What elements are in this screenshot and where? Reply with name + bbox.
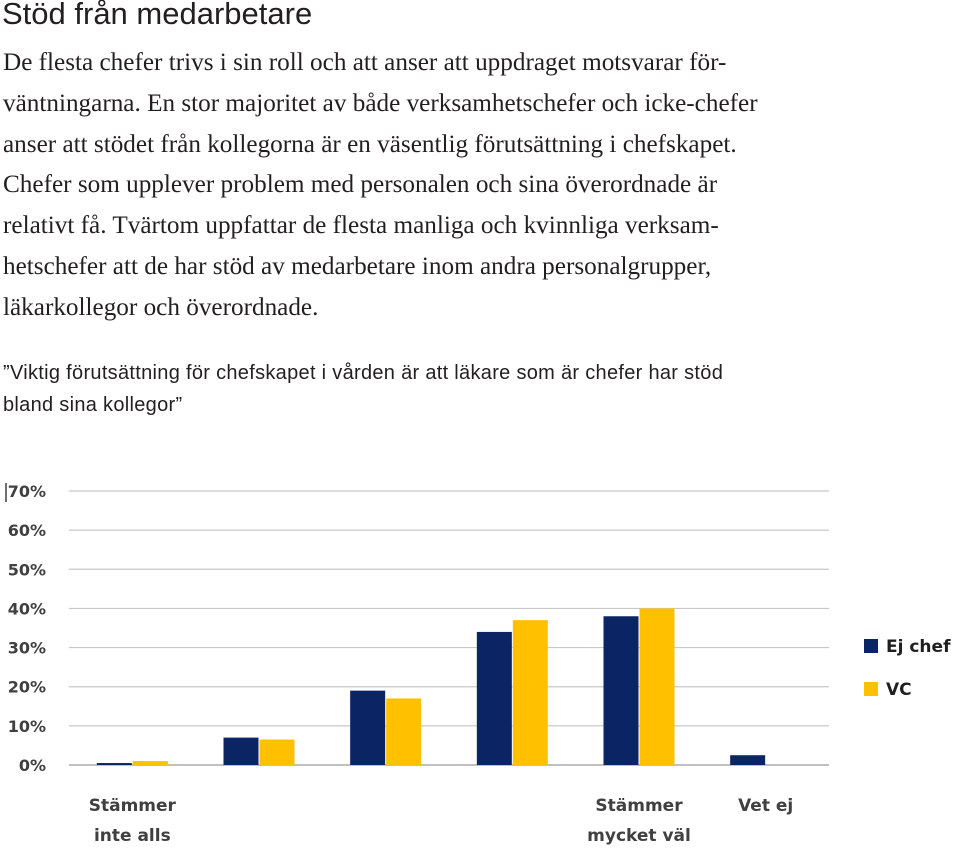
y-tick-label: 20% (8, 678, 46, 697)
legend-label: VC (886, 680, 912, 700)
caption-line: bland sina kollegor” (3, 394, 183, 416)
bar-ej-chef (730, 755, 766, 765)
category-label: Stämmer (89, 796, 177, 816)
chart-legend: Ej chef VC (864, 637, 951, 700)
body-paragraph: De flesta chefer trivs i sin roll och at… (3, 43, 953, 329)
bar-ej-chef (476, 631, 512, 765)
y-tick-label: 10% (8, 717, 46, 736)
body-line: anser att stödet från kollegorna är en v… (3, 130, 737, 158)
bar-ej-chef (223, 737, 259, 765)
y-tick-label: 40% (8, 599, 46, 618)
legend-label: Ej chef (886, 637, 951, 657)
body-line: relativt få. Tvärtom uppfattar de flesta… (3, 212, 719, 240)
y-tick-label: 60% (8, 521, 46, 540)
body-line: läkarkollegor och överordnade. (3, 293, 319, 321)
bar-vc (132, 761, 168, 765)
bar-vc (386, 698, 422, 765)
category-label: Vet ej (738, 796, 793, 816)
bar-ej-chef (603, 616, 639, 765)
bar-vc (639, 608, 675, 765)
caption-line: ”Viktig förutsättning för chefskapet i v… (3, 362, 724, 384)
body-line: hetschefer att de har stöd av medarbetar… (3, 252, 712, 280)
legend-swatch (864, 682, 878, 696)
category-label: Stämmer (595, 796, 683, 816)
y-tick-label: 0% (19, 756, 46, 775)
chart-grid (69, 490, 829, 766)
legend-swatch (864, 639, 878, 653)
chart-caption-quote: ”Viktig förutsättning för chefskapet i v… (3, 357, 953, 421)
bar-chart: 0% 10% 20% 30% 40% 50% 60% 70% Stämmer inte alls… (5, 482, 951, 846)
y-tick-label: 70% (8, 482, 46, 501)
y-axis-ticks: 0% 10% 20% 30% 40% 50% 60% 70% (8, 482, 46, 775)
bar-ej-chef (96, 763, 132, 765)
body-line: väntningarna. En stor majoritet av både … (3, 89, 758, 117)
x-axis-categories: Stämmer inte alls Stämmer mycket väl Vet ej (89, 796, 794, 846)
section-heading: Stöd från medarbetare (2, 0, 313, 31)
bar-vc (512, 620, 548, 765)
body-line: De flesta chefer trivs i sin roll och at… (3, 49, 727, 76)
category-label: mycket väl (587, 826, 691, 846)
bar-ej-chef (350, 690, 386, 765)
bar-vc (259, 739, 295, 765)
y-tick-label: 30% (8, 639, 46, 658)
category-label: inte alls (94, 826, 171, 846)
body-line: Chefer som upplever problem med personal… (3, 171, 718, 199)
y-tick-label: 50% (8, 560, 46, 579)
chart-bars (96, 608, 766, 765)
